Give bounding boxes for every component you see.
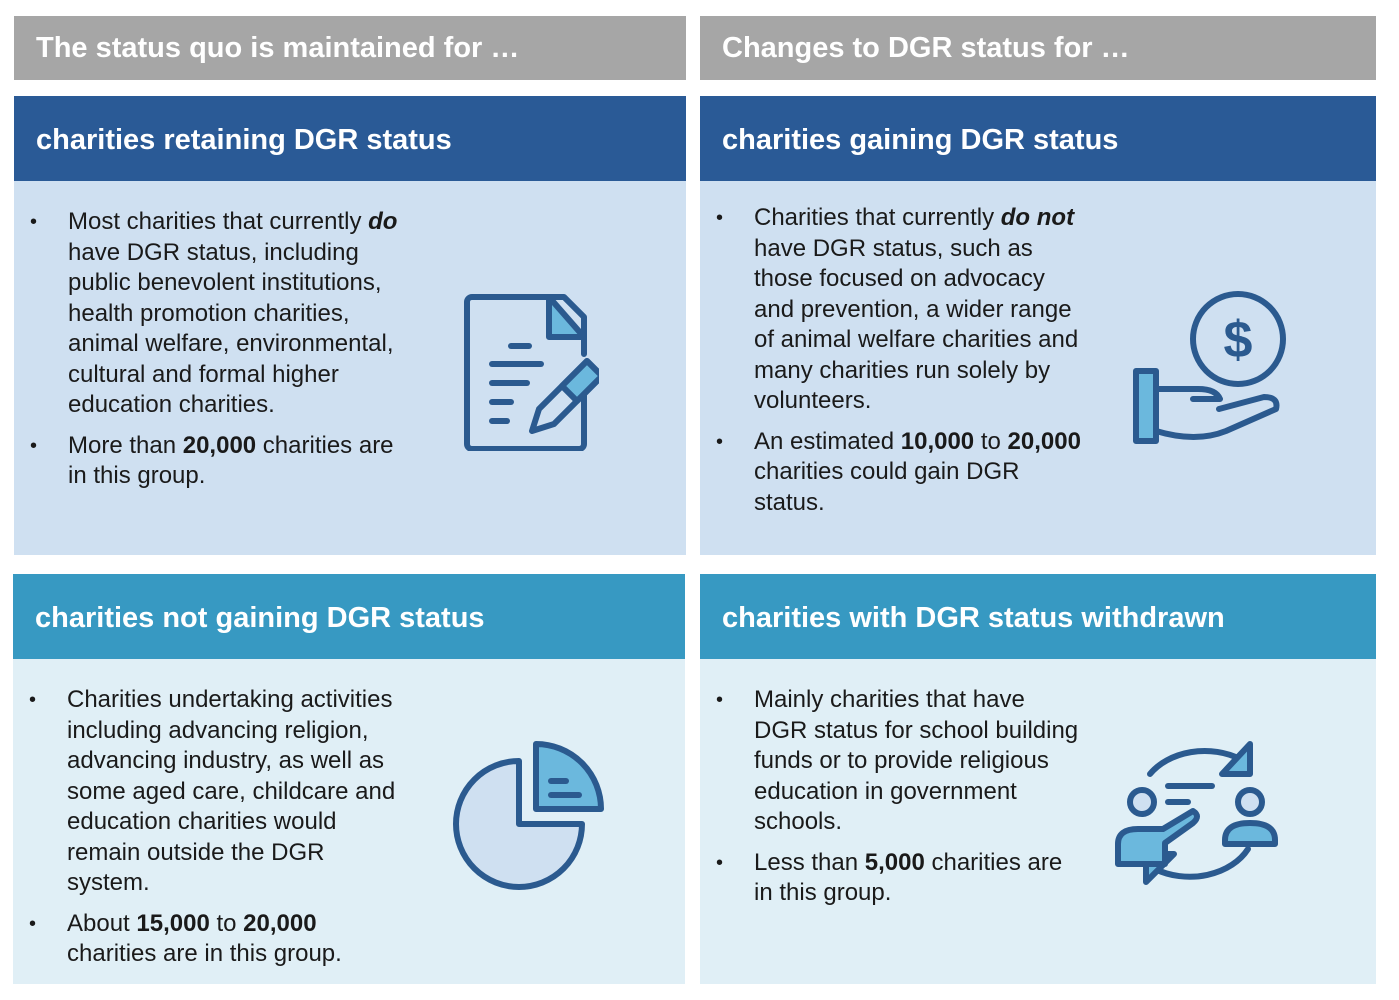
bullet-text: to xyxy=(209,909,244,937)
emphasis-text: 15,000 xyxy=(136,909,210,937)
bullet-text: charities could gain DGR status. xyxy=(754,458,1020,516)
bullet-text: An estimated xyxy=(754,427,901,455)
bullet-item: Charities that currently do not have DGR… xyxy=(700,203,1084,417)
bullet-text: Less than xyxy=(754,848,865,876)
bullet-text: have DGR status, including public benevo… xyxy=(68,238,394,419)
panel-title: charities with DGR status withdrawn xyxy=(700,574,1376,659)
document-edit-icon xyxy=(464,294,599,451)
bullet-list: Mainly charities that have DGR status fo… xyxy=(700,685,1376,909)
bullet-text: charities are in this group. xyxy=(754,848,1063,907)
bullet-text: charities are in this group. xyxy=(67,940,342,967)
pie-chart-icon xyxy=(453,741,604,890)
bullet-text: Charities undertaking activities includi… xyxy=(67,686,396,896)
emphasis-text: 10,000 xyxy=(900,427,975,455)
panel-title: charities not gaining DGR status xyxy=(13,574,685,659)
bullet-text: Mainly charities that have DGR status fo… xyxy=(754,686,1079,835)
bullet-list: Charities undertaking activities includi… xyxy=(13,685,685,970)
bullet-item: Mainly charities that have DGR status fo… xyxy=(700,685,1084,838)
bullet-text: Most charities that currently xyxy=(68,208,369,235)
bullet-item: More than 20,000 charities are in this g… xyxy=(14,431,408,492)
column-heading-changes: Changes to DGR status for … xyxy=(700,16,1376,80)
bullet-item: Most charities that currently do have DG… xyxy=(14,207,408,421)
bullet-text: Charities that currently xyxy=(754,204,1001,231)
bullet-item: About 15,000 to 20,000 charities are in … xyxy=(13,909,407,970)
bullet-text: More than xyxy=(68,431,183,459)
svg-text:$: $ xyxy=(1224,311,1253,369)
bullet-text: charities are in this group. xyxy=(68,431,394,490)
panel-title: charities gaining DGR status xyxy=(700,96,1376,181)
bullet-list: Most charities that currently do have DG… xyxy=(14,207,686,492)
emphasis-text: do not xyxy=(1000,204,1075,231)
column-heading-status-quo: The status quo is maintained for … xyxy=(14,16,686,80)
panel-retaining: charities retaining DGR status Most char… xyxy=(14,96,686,555)
panel-withdrawn: charities with DGR status withdrawn Main… xyxy=(700,574,1376,984)
people-exchange-icon xyxy=(1115,741,1278,885)
emphasis-text: 20,000 xyxy=(1007,427,1081,455)
bullet-text: to xyxy=(974,427,1008,455)
bullet-item: Less than 5,000 charities are in this gr… xyxy=(700,848,1084,909)
emphasis-text: 20,000 xyxy=(243,909,317,937)
bullet-list: Charities that currently do not have DGR… xyxy=(700,203,1376,518)
bullet-item: An estimated 10,000 to 20,000 charities … xyxy=(700,427,1084,519)
panel-gaining: charities gaining DGR status Charities t… xyxy=(700,96,1376,555)
bullet-item: Charities undertaking activities includi… xyxy=(13,685,407,899)
emphasis-text: 20,000 xyxy=(182,431,257,459)
panel-title: charities retaining DGR status xyxy=(14,96,686,181)
bullet-text: have DGR status, such as those focused o… xyxy=(754,234,1079,415)
emphasis-text: do xyxy=(368,208,398,235)
panel-not-gaining: charities not gaining DGR status Chariti… xyxy=(13,574,685,984)
bullet-text: About xyxy=(67,909,137,937)
emphasis-text: 5,000 xyxy=(864,848,925,876)
hand-dollar-icon: $ xyxy=(1133,291,1286,444)
